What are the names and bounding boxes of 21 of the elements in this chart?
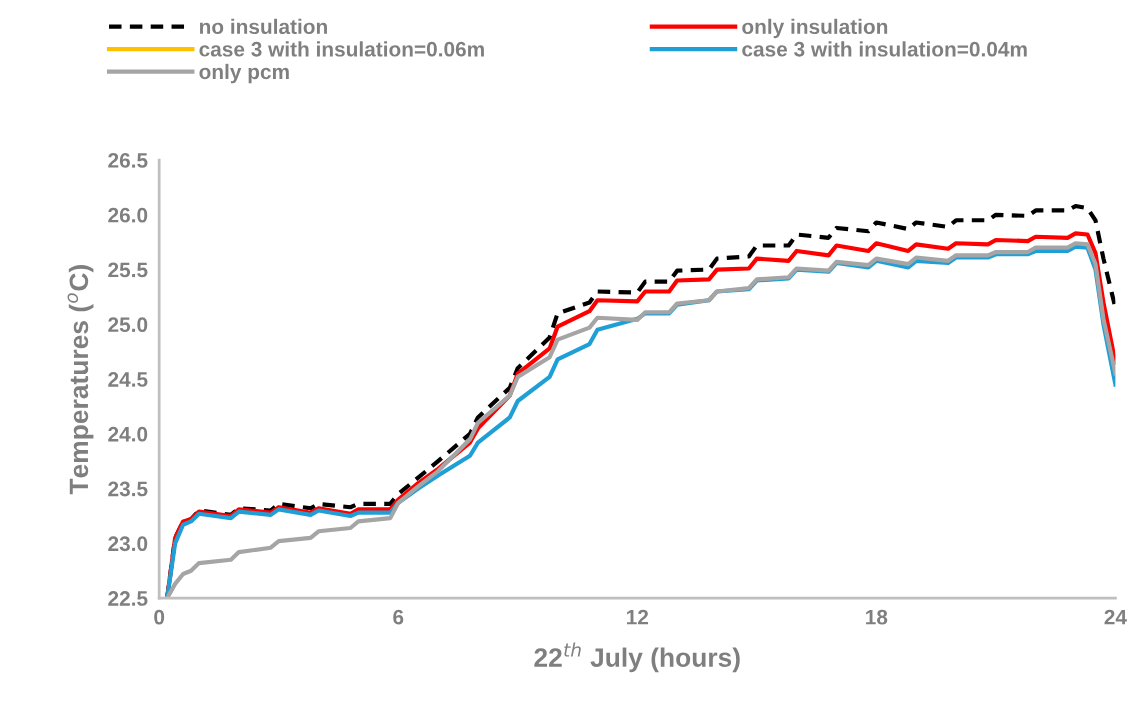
x-tick-label: 6 xyxy=(393,609,404,625)
y-tick-label: 24.0 xyxy=(108,426,148,442)
y-tick-label: 22.5 xyxy=(108,591,148,606)
x-tick-label: 12 xyxy=(627,609,649,625)
y-tick-label: 25.5 xyxy=(108,262,148,278)
y-tick-label: 26.0 xyxy=(108,207,148,223)
legend-label: no insulation xyxy=(199,18,327,35)
legend-label: only pcm xyxy=(199,63,289,84)
legend-label: only insulation xyxy=(742,18,888,39)
legend-label: case 3 with insulation=0.04m xyxy=(742,41,1027,57)
y-axis-title: Temperatures ($^{o}$C) xyxy=(67,265,94,495)
y-tick-label: 24.5 xyxy=(108,372,148,387)
legend-label: case 3 with insulation=0.06m xyxy=(199,41,484,57)
x-tick-label: 24 xyxy=(1104,609,1127,625)
y-tick-label: 23.0 xyxy=(108,536,148,552)
x-axis-title: 22$^{th}$ July (hours) xyxy=(534,642,740,673)
y-tick-label: 25.0 xyxy=(108,317,148,333)
x-tick-label: 0 xyxy=(154,609,165,625)
y-tick-label: 26.5 xyxy=(108,153,148,168)
x-tick-label: 18 xyxy=(866,609,888,625)
y-tick-label: 23.5 xyxy=(108,481,148,497)
